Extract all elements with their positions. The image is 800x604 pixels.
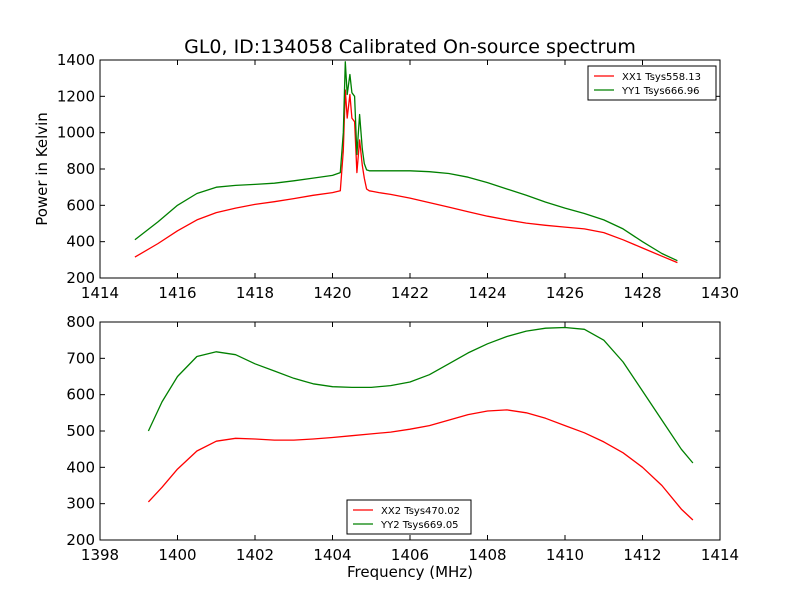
series-line-1-1	[134, 89, 678, 264]
bottom-panel: 1398 1400 1402 1404 1406 1408 1410 1412 1414 200 3…	[66, 313, 739, 581]
legend: XX2 Tsys470.02 YY2 Tsys669.05	[346, 499, 472, 535]
x-tick-label: 1416	[158, 284, 196, 302]
x-tick-label: 1410	[546, 546, 584, 564]
legend-box	[587, 65, 717, 101]
x-tick-label: 1414	[81, 284, 119, 302]
x-tick-label: 1404	[313, 546, 351, 564]
chart-title: GL0, ID:134058 Calibrated On-source spec…	[184, 36, 636, 58]
y-axis-label: Power in Kelvin	[33, 112, 51, 226]
x-tick-label: 1406	[391, 546, 429, 564]
x-tick-label: 1424	[468, 284, 506, 302]
y-tick-label: 200	[66, 269, 95, 287]
y-tick-label: 300	[66, 495, 95, 513]
series-line-2-2	[147, 326, 694, 464]
legend-label: XX2 Tsys470.02	[381, 506, 460, 517]
x-tick-label: 1428	[623, 284, 661, 302]
x-tick-label: 1414	[701, 546, 739, 564]
x-axis-label: Frequency (MHz)	[347, 563, 473, 581]
y-tick-label: 400	[66, 458, 95, 476]
y-tick-label: 800	[66, 313, 95, 331]
y-tick-label: 800	[66, 160, 95, 178]
x-tick-label: 1422	[391, 284, 429, 302]
y-tick-label: 400	[66, 233, 95, 251]
y-tick-label: 1000	[57, 124, 95, 142]
x-tick-label: 1398	[81, 546, 119, 564]
x-tick-label: 1418	[236, 284, 274, 302]
top-panel: 1414 1416 1418 1420 1422 1424 1426 1428 1430 200 4…	[33, 51, 739, 302]
y-tick-label: 500	[66, 422, 95, 440]
x-tick-label: 1400	[158, 546, 196, 564]
y-tick-label: 1200	[57, 87, 95, 105]
x-tick-label: 1408	[468, 546, 506, 564]
y-tick-label: 1400	[57, 51, 95, 69]
legend: XX1 Tsys558.13 YY1 Tsys666.96	[587, 65, 717, 101]
x-tick-label: 1430	[701, 284, 739, 302]
legend-label: YY1 Tsys666.96	[621, 86, 700, 97]
series-line-1-2	[134, 61, 678, 262]
y-tick-label: 600	[66, 386, 95, 404]
x-tick-label: 1426	[546, 284, 584, 302]
y-tick-label: 700	[66, 349, 95, 367]
x-tick-label: 1420	[313, 284, 351, 302]
legend-box	[346, 499, 472, 535]
x-tick-label: 1402	[236, 546, 274, 564]
legend-label: XX1 Tsys558.13	[622, 72, 701, 83]
y-tick-label: 200	[66, 531, 95, 549]
legend-label: YY2 Tsys669.05	[380, 520, 459, 531]
x-tick-label: 1412	[623, 546, 661, 564]
series-line-2-1	[147, 409, 694, 521]
y-tick-label: 600	[66, 196, 95, 214]
